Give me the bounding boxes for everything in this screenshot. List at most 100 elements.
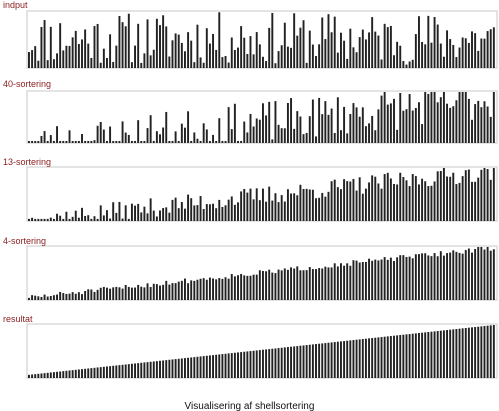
bar <box>230 129 233 143</box>
bar <box>340 130 342 143</box>
bar <box>215 208 218 221</box>
bar <box>411 59 414 68</box>
bar <box>474 181 477 221</box>
bar <box>327 342 330 378</box>
bar <box>324 343 327 378</box>
bar <box>449 176 452 221</box>
bar <box>127 13 130 68</box>
bar <box>430 42 433 68</box>
bar <box>187 194 190 221</box>
bar <box>321 114 324 143</box>
bar <box>199 278 202 300</box>
bar <box>212 134 215 143</box>
panel-input: indput <box>3 0 498 69</box>
bar <box>109 218 112 221</box>
bar <box>62 218 65 221</box>
bar <box>177 358 180 378</box>
bar <box>199 57 202 68</box>
bar <box>405 109 408 143</box>
bar <box>102 48 105 68</box>
bar <box>364 261 367 300</box>
bar <box>143 287 146 300</box>
bar <box>93 367 96 378</box>
bar <box>96 367 99 378</box>
bar <box>330 267 333 300</box>
bar <box>84 215 87 221</box>
bar <box>355 339 358 378</box>
bar <box>374 31 377 68</box>
bar <box>262 103 264 143</box>
bar <box>480 169 483 221</box>
bar <box>218 118 221 143</box>
bar <box>265 349 268 378</box>
bar <box>311 44 314 68</box>
bar <box>424 332 427 378</box>
bar <box>159 134 161 143</box>
bar <box>280 45 283 68</box>
bar <box>274 63 277 68</box>
bar <box>424 44 427 68</box>
bar <box>255 118 258 143</box>
bar <box>112 287 115 300</box>
bar <box>343 265 346 300</box>
bar <box>249 351 252 378</box>
bar <box>449 39 452 68</box>
panels-group: indput 40-sortering 13-sortering 4-sorterin… <box>3 0 498 379</box>
bar <box>59 23 62 68</box>
bar <box>321 192 324 221</box>
bar <box>246 132 249 143</box>
bar <box>377 35 380 68</box>
bar <box>321 343 324 378</box>
bar <box>74 293 77 300</box>
bar <box>184 51 186 68</box>
bar <box>249 36 252 68</box>
bar <box>474 104 477 143</box>
bar <box>87 140 90 143</box>
bar <box>171 140 174 143</box>
bar <box>152 210 155 221</box>
bar <box>218 12 221 68</box>
bar <box>346 133 349 143</box>
bar <box>418 333 420 378</box>
bar <box>49 135 52 143</box>
bar <box>262 349 264 378</box>
bar <box>458 182 461 221</box>
bar <box>399 255 402 300</box>
bar <box>374 176 377 221</box>
bar <box>109 288 112 300</box>
bar <box>483 38 486 68</box>
bar <box>364 338 367 378</box>
bar <box>427 93 430 143</box>
bar <box>305 270 308 300</box>
bar <box>461 176 464 221</box>
bar <box>171 283 174 300</box>
panel-label: 13-sortering <box>3 157 51 167</box>
bar <box>421 41 424 68</box>
bar <box>308 116 311 143</box>
bar <box>399 172 402 221</box>
bar <box>212 203 215 221</box>
bar <box>212 33 215 68</box>
bar <box>68 293 71 300</box>
bar <box>155 284 158 300</box>
bar <box>446 30 449 68</box>
bar <box>389 336 392 378</box>
bar <box>461 328 464 378</box>
bar <box>318 44 321 68</box>
bar <box>224 55 227 68</box>
bar <box>52 140 55 143</box>
bar <box>215 279 218 300</box>
bar <box>383 23 386 68</box>
bar <box>87 43 90 68</box>
bar <box>71 292 74 300</box>
bar <box>84 140 87 143</box>
bar <box>205 355 208 378</box>
bar <box>127 134 130 143</box>
bar <box>149 115 152 143</box>
bar <box>118 16 121 68</box>
bar <box>452 250 455 300</box>
bar <box>308 30 311 68</box>
bar <box>190 198 193 221</box>
bar <box>199 196 202 221</box>
bar <box>361 339 364 378</box>
